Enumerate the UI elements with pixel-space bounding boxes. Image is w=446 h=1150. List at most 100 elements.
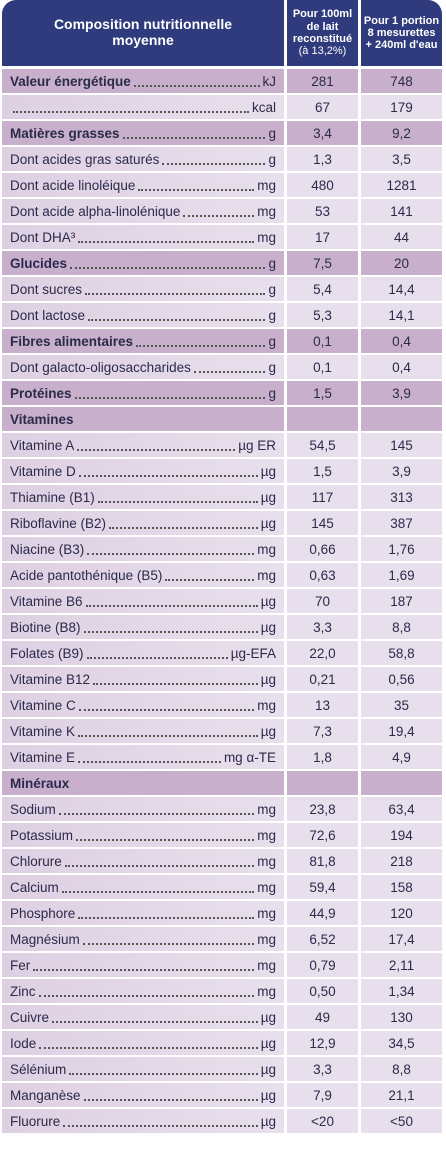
header-line: de lait	[306, 20, 339, 33]
row-label: Dont acide alpha-linolénique	[10, 203, 181, 219]
value-cell: 313	[361, 485, 442, 509]
row-label: Manganèse	[10, 1087, 81, 1103]
label-cell: kcal	[2, 95, 284, 119]
label-cell: Potassium mg	[2, 823, 284, 847]
label-cell: Chlorure mg	[2, 849, 284, 873]
row-label: Dont DHA³	[10, 229, 76, 245]
value-cell: 44	[361, 225, 442, 249]
value-per-100ml: 117	[311, 489, 334, 505]
unit: mg	[257, 957, 276, 973]
value-cell: 3,9	[361, 459, 442, 483]
unit: mg	[257, 229, 276, 245]
unit: µg	[260, 1061, 276, 1077]
label-cell: Phosphore mg	[2, 901, 284, 925]
value-per-portion: 3,9	[392, 385, 411, 401]
value-per-100ml: 3,3	[313, 619, 332, 635]
label-cell: Magnésium mg	[2, 927, 284, 951]
row-label: Vitamine B12	[10, 671, 91, 687]
label-cell: Acide pantothénique (B5) mg	[2, 563, 284, 587]
row-label: Dont galacto-oligosaccharides	[10, 359, 191, 375]
value-per-portion: 17,4	[388, 931, 415, 947]
value-cell: 158	[361, 875, 442, 899]
value-cell: 0,1	[287, 329, 358, 353]
value-cell: 130	[361, 1005, 442, 1029]
value-cell	[287, 771, 358, 795]
row-label: Phosphore	[10, 905, 76, 921]
value-per-100ml: 54,5	[309, 437, 336, 453]
value-cell: 44,9	[287, 901, 358, 925]
row-label: Fluorure	[10, 1113, 61, 1129]
leader	[78, 752, 221, 763]
value-per-100ml: 12,9	[309, 1035, 336, 1051]
value-per-100ml: 72,6	[309, 827, 336, 843]
header-line: 8 mesurettes	[367, 26, 436, 39]
leader	[83, 622, 258, 633]
value-cell: 6,52	[287, 927, 358, 951]
value-per-100ml: 67	[314, 99, 331, 115]
value-per-portion: 0,4	[392, 333, 411, 349]
row-label: Vitamine C	[10, 697, 76, 713]
leader	[70, 258, 266, 269]
value-per-100ml: 53	[314, 203, 331, 219]
row-label: Riboflavine (B2)	[10, 515, 107, 531]
label-cell: Glucides g	[2, 251, 284, 275]
value-cell: 58,8	[361, 641, 442, 665]
value-cell: 20	[361, 251, 442, 275]
value-per-portion: 145	[390, 437, 413, 453]
value-cell: 179	[361, 95, 442, 119]
value-cell: 387	[361, 511, 442, 535]
row-label: Fibres alimentaires	[10, 333, 134, 349]
row-label: Dont sucres	[10, 281, 83, 297]
label-cell: Niacine (B3) mg	[2, 537, 284, 561]
label-cell: Vitamine E mg α-TE	[2, 745, 284, 769]
value-per-100ml: 13	[314, 697, 331, 713]
row-label: Cuivre	[10, 1009, 50, 1025]
value-per-portion: 14,1	[388, 307, 415, 323]
value-per-100ml: 49	[314, 1009, 331, 1025]
value-cell: <50	[361, 1109, 442, 1133]
row-label: Vitamines	[10, 411, 74, 427]
value-cell: 14,4	[361, 277, 442, 301]
unit: g	[268, 255, 276, 271]
leader	[78, 726, 258, 737]
value-per-portion: 63,4	[388, 801, 415, 817]
leader	[138, 180, 255, 191]
leader	[78, 232, 255, 243]
header-line: Pour 1 portion	[363, 14, 440, 27]
value-cell: 1281	[361, 173, 442, 197]
leader	[64, 856, 255, 867]
row-label: Fer	[10, 957, 31, 973]
value-cell: 0,79	[287, 953, 358, 977]
header-line: Composition nutritionnelle	[53, 16, 233, 33]
value-cell: 3,3	[287, 615, 358, 639]
label-cell: Fluorure µg	[2, 1109, 284, 1133]
value-per-100ml: 0,1	[313, 333, 332, 349]
unit: mg	[257, 931, 276, 947]
value-cell: 70	[287, 589, 358, 613]
unit: mg	[257, 567, 276, 583]
value-cell: 5,3	[287, 303, 358, 327]
unit: µg ER	[238, 437, 276, 453]
unit: g	[268, 359, 276, 375]
value-per-100ml: 1,5	[313, 385, 332, 401]
value-per-100ml: 1,3	[313, 151, 332, 167]
value-cell: 218	[361, 849, 442, 873]
value-per-100ml: 145	[311, 515, 334, 531]
value-cell: 3,5	[361, 147, 442, 171]
label-cell: Dont sucres g	[2, 277, 284, 301]
value-cell: 0,21	[287, 667, 358, 691]
value-cell: 22,0	[287, 641, 358, 665]
value-per-100ml: 480	[311, 177, 334, 193]
unit: µg	[260, 1113, 276, 1129]
leader	[87, 544, 255, 555]
value-cell: 9,2	[361, 121, 442, 145]
row-label: Folates (B9)	[10, 645, 84, 661]
leader	[63, 1116, 258, 1127]
row-label: Vitamine B6	[10, 593, 83, 609]
leader	[38, 986, 255, 997]
value-cell: 1,5	[287, 459, 358, 483]
unit: kJ	[262, 73, 277, 89]
label-cell: Zinc mg	[2, 979, 284, 1003]
value-cell: 0,1	[287, 355, 358, 379]
